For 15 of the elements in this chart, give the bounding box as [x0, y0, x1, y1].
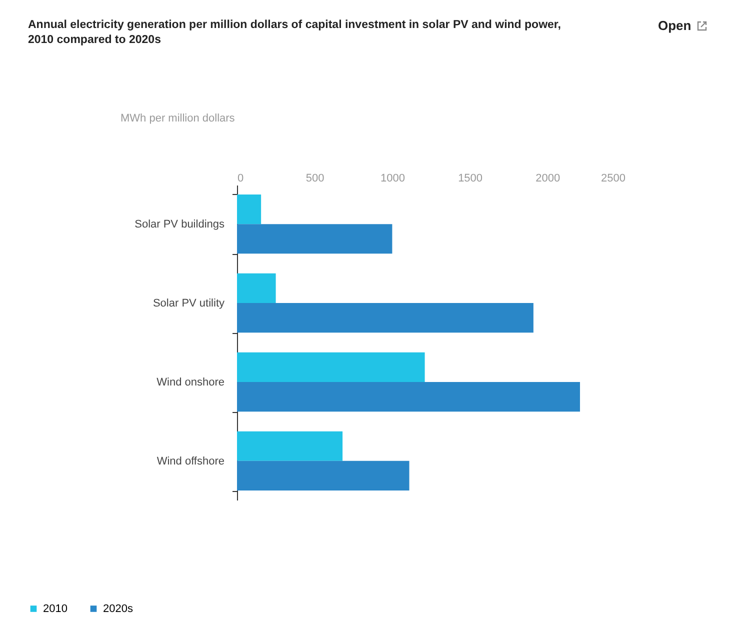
x-tick-label: 2000: [536, 172, 560, 184]
x-tick-label: 0: [238, 172, 244, 184]
x-tick-label: 500: [306, 172, 324, 184]
text: Open: [658, 18, 692, 33]
x-tick-label: 1500: [458, 172, 483, 184]
x-axis-title: MWh per million dollars: [120, 112, 236, 124]
chart-title: Annual electricity generation per million dollars of capital investment in solar PV and wind power, 2010 compared to 2020s: [28, 18, 562, 48]
y-tick-label: Wind onshore: [156, 376, 224, 388]
legend-label: 2010: [43, 602, 68, 615]
y-tick-label: Solar PV buildings: [134, 218, 225, 231]
x-tick-label: 1000: [380, 172, 405, 184]
y-tick-label: Solar PV utility: [152, 298, 225, 310]
legend-label: 2020s: [103, 602, 134, 615]
y-tick-label: Wind offshore: [156, 455, 224, 468]
x-tick-label: 2500: [601, 172, 626, 184]
